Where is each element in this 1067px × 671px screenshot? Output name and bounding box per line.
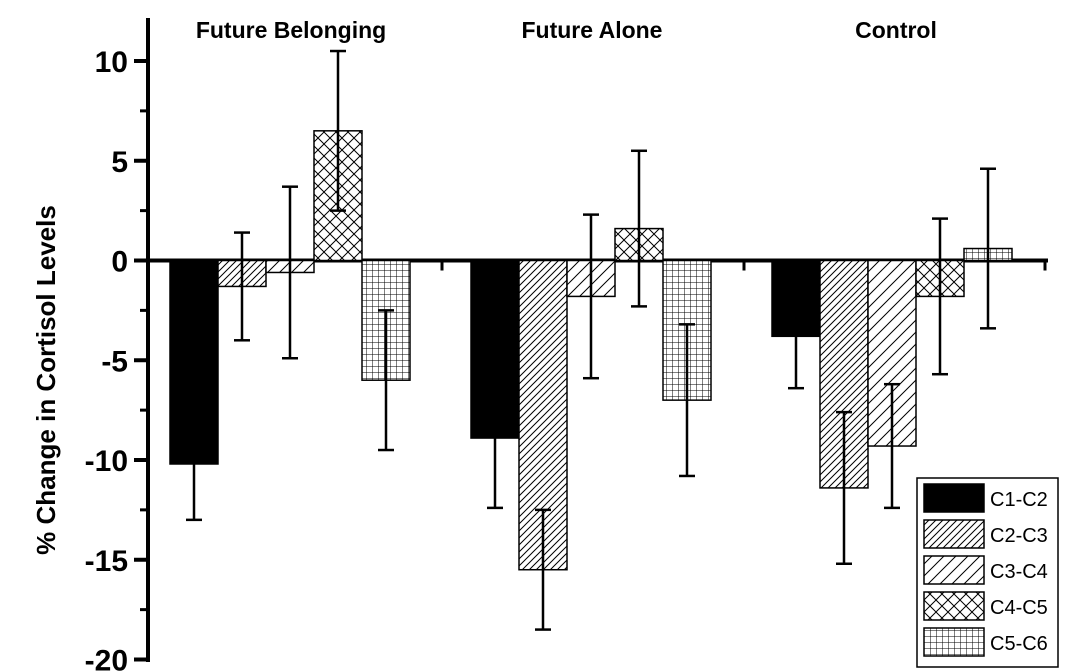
y-tick-label: -5 (101, 345, 128, 378)
legend-swatch (923, 591, 985, 621)
legend-label: C1-C2 (990, 489, 1048, 511)
legend-swatch (923, 519, 985, 549)
legend-swatch (923, 627, 985, 657)
error-bars (186, 49, 996, 631)
group-label: Future Alone (522, 17, 663, 43)
legend-label: C4-C5 (990, 597, 1048, 619)
y-tick-label: 5 (111, 146, 128, 179)
legend: C1-C2 C2-C3 C3-C4 C4-C5 C5-C6 (916, 477, 1059, 668)
y-tick-label: 0 (111, 246, 128, 279)
group-label: Control (855, 17, 937, 43)
y-tick-label: -10 (85, 445, 128, 478)
legend-label: C3-C4 (990, 561, 1048, 583)
group-labels: Future Belonging Future Alone Control (196, 17, 937, 43)
legend-swatch (923, 483, 985, 513)
y-tick-label: -20 (85, 645, 128, 671)
y-axis-title: % Change in Cortisol Levels (31, 205, 61, 555)
y-tick-label: -15 (85, 545, 128, 578)
legend-label: C2-C3 (990, 525, 1048, 547)
legend-label: C5-C6 (990, 633, 1048, 655)
legend-swatch (923, 555, 985, 585)
group-label: Future Belonging (196, 17, 386, 43)
y-tick-label: 10 (95, 46, 128, 79)
